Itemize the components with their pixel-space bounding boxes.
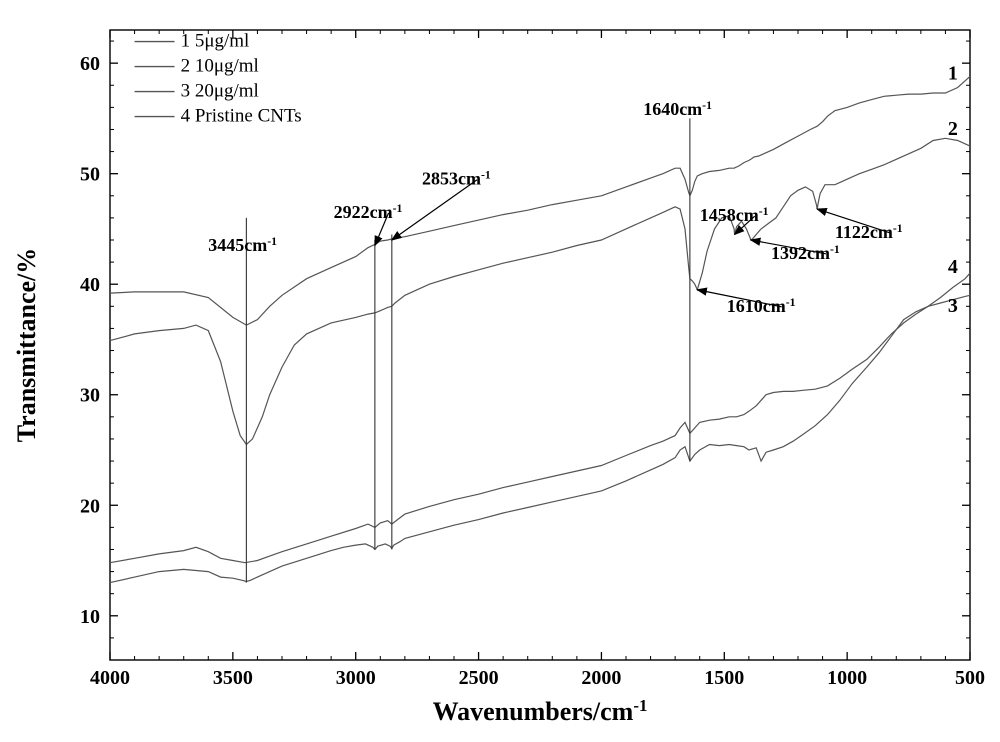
end-label-2: 2 [948, 118, 958, 140]
x-tick-label: 1500 [704, 667, 744, 689]
annotation-1122cm: 1122cm-1 [835, 221, 903, 242]
x-tick-label: 3500 [213, 667, 253, 689]
series-s3 [110, 295, 970, 582]
annotation-1640cm: 1640cm-1 [643, 99, 712, 120]
y-tick-label: 20 [80, 495, 100, 517]
y-tick-label: 60 [80, 53, 100, 75]
annotation-2922cm: 2922cm-1 [334, 201, 403, 222]
annotation-3445cm: 3445cm-1 [208, 235, 277, 256]
chart-svg: 4000 3500 3000 2500 2000 1500 1000 500 10 20 30 40 5… [0, 0, 1000, 742]
end-label-4: 4 [948, 256, 958, 278]
y-tick-label: 50 [80, 164, 100, 186]
annotation-arrow [392, 180, 477, 240]
y-tick-label: 40 [80, 274, 100, 296]
x-axis-label: Wavenumbers/cm-1 [433, 696, 648, 727]
ftir-chart: 4000 3500 3000 2500 2000 1500 1000 500 10 20 30 40 5… [0, 0, 1000, 742]
end-label-1: 1 [948, 63, 958, 85]
end-label-3: 3 [948, 295, 958, 317]
x-tick-label: 2000 [581, 667, 621, 689]
annotation-1610cm: 1610cm-1 [727, 295, 796, 316]
legend-item: 1 5μg/ml [181, 31, 250, 52]
annotation-2853cm: 2853cm-1 [422, 168, 491, 189]
y-tick-label: 10 [80, 606, 100, 628]
legend-item: 3 20μg/ml [181, 81, 259, 102]
x-tick-label: 4000 [90, 667, 130, 689]
x-tick-label: 500 [955, 667, 985, 689]
y-axis-label: Transmittance/% [12, 248, 41, 443]
x-tick-label: 1000 [827, 667, 867, 689]
y-tick-label: 30 [80, 385, 100, 407]
x-tick-label: 2500 [459, 667, 499, 689]
legend-item: 2 10μg/ml [181, 56, 259, 77]
legend-item: 4 Pristine CNTs [181, 106, 302, 127]
x-tick-label: 3000 [336, 667, 376, 689]
series-s4 [110, 273, 970, 563]
annotation-1458cm: 1458cm-1 [700, 205, 769, 226]
